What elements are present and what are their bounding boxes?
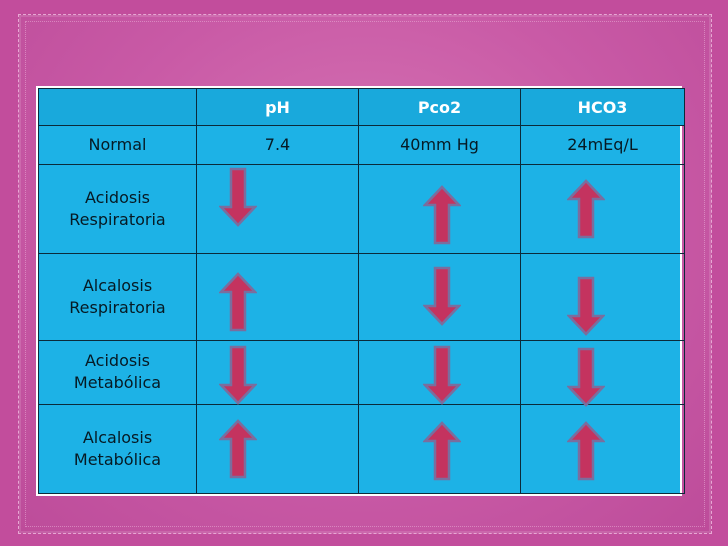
arrow-up-icon: [219, 419, 257, 479]
arrow-up-icon: [219, 271, 257, 332]
arrow-cell: [358, 252, 521, 341]
arrow-down-icon: [219, 345, 257, 405]
row-label-line2: Respiratoria: [69, 297, 166, 317]
normal-hco3-value: 24mEq/L: [520, 125, 685, 165]
arrow-up-icon: [567, 421, 605, 481]
header-pco2: Pco2: [358, 87, 521, 127]
arrow-cell: [196, 252, 359, 341]
arrow-cell: [358, 163, 521, 254]
comparison-table: pH Pco2 HCO3 Normal 7.4 40mm Hg 24mEq/L …: [36, 86, 685, 496]
table-row: Alcalosis Metabólica: [38, 403, 685, 495]
arrow-down-icon: [423, 345, 461, 405]
arrow-cell: [196, 403, 359, 495]
table-row: Acidosis Metabólica: [38, 339, 685, 407]
header-hco3: HCO3: [520, 87, 685, 127]
arrow-down-icon: [567, 276, 605, 336]
arrow-up-icon: [567, 178, 605, 239]
normal-pco2-value: 40mm Hg: [358, 125, 521, 165]
arrow-up-icon: [423, 184, 461, 245]
arrow-cell: [520, 339, 685, 407]
row-label-line2: Metabólica: [73, 373, 162, 393]
arrow-cell: [520, 403, 685, 495]
arrow-down-icon: [219, 167, 257, 227]
row-label-line1: Alcalosis: [82, 275, 153, 295]
row-label-line1: Alcalosis: [82, 427, 153, 447]
arrow-down-icon: [567, 347, 605, 407]
arrow-cell: [520, 163, 685, 254]
row-label-line1: Acidosis: [85, 187, 150, 207]
table-row: Alcalosis Respiratoria: [38, 252, 685, 341]
row-label-line1: Acidosis: [85, 351, 150, 371]
row-label-normal: Normal: [38, 125, 197, 165]
row-label-line2: Metabólica: [73, 449, 162, 469]
header-corner: [38, 87, 197, 127]
arrow-up-icon: [423, 421, 461, 481]
row-label-line2: Respiratoria: [69, 209, 166, 229]
arrow-cell: [358, 339, 521, 405]
arrow-cell: [196, 339, 359, 405]
arrow-cell: [358, 403, 521, 495]
header-ph: pH: [196, 87, 359, 127]
table-row-normal: Normal 7.4 40mm Hg 24mEq/L: [38, 125, 685, 165]
row-label: Acidosis Respiratoria: [38, 163, 197, 254]
arrow-down-icon: [423, 266, 461, 326]
header-row: pH Pco2 HCO3: [38, 87, 685, 127]
row-label: Alcalosis Respiratoria: [38, 252, 197, 341]
arrow-cell: [520, 252, 685, 341]
normal-ph-value: 7.4: [196, 125, 359, 165]
table-row: Acidosis Respiratoria: [38, 163, 685, 254]
row-label: Alcalosis Metabólica: [38, 403, 197, 495]
row-label: Acidosis Metabólica: [38, 339, 197, 405]
arrow-cell: [196, 163, 359, 254]
